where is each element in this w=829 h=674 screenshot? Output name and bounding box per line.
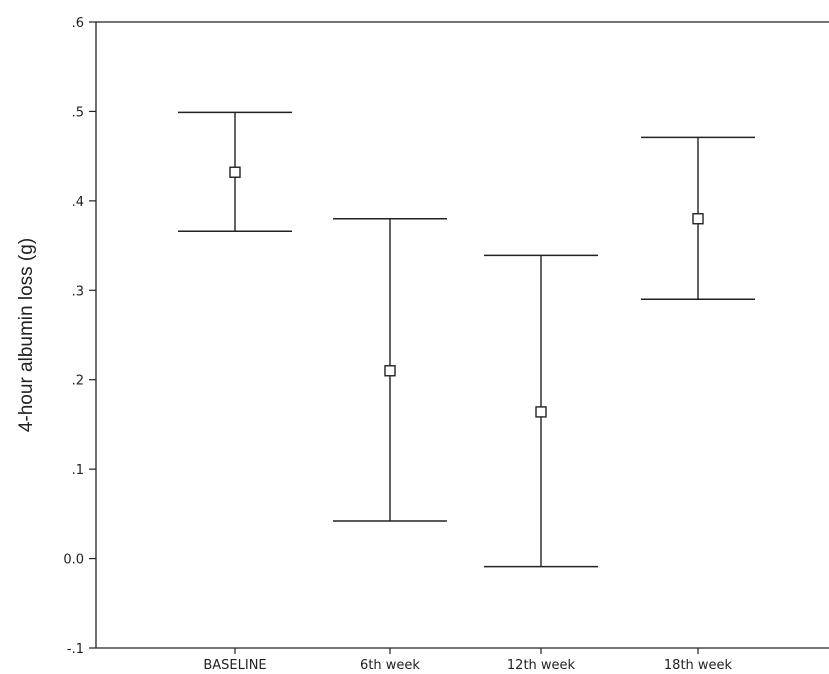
y-axis-label: 4-hour albumin loss (g) — [16, 238, 37, 432]
error-bar-2 — [333, 217, 447, 522]
error-bar-3 — [484, 254, 598, 568]
plot-frame — [95, 21, 829, 649]
mean-marker — [229, 166, 241, 178]
x-tick-label: BASELINE — [203, 658, 266, 673]
error-bar-4 — [641, 136, 755, 300]
y-tick-label: 0.0 — [63, 553, 84, 568]
mean-marker — [384, 365, 396, 377]
x-ticks: BASELINE 6th week 12th week 18th week — [203, 648, 733, 673]
x-tick-label: 6th week — [360, 658, 420, 673]
y-tick-label: .1 — [72, 463, 84, 478]
y-tick-label: .5 — [72, 105, 84, 120]
mean-marker — [535, 406, 547, 418]
x-tick-label: 12th week — [507, 658, 576, 673]
y-ticks: -.1 0.0 .1 .2 .3 .4 .5 .6 — [63, 16, 96, 657]
y-tick-label: -.1 — [67, 642, 84, 657]
error-bar-1 — [178, 111, 292, 233]
error-bars — [178, 111, 755, 568]
y-tick-label: .2 — [72, 374, 84, 389]
y-tick-label: .4 — [72, 195, 84, 210]
mean-marker — [692, 213, 704, 225]
x-tick-label: 18th week — [664, 658, 733, 673]
y-tick-label: .6 — [72, 16, 84, 31]
y-tick-label: .3 — [72, 284, 84, 299]
